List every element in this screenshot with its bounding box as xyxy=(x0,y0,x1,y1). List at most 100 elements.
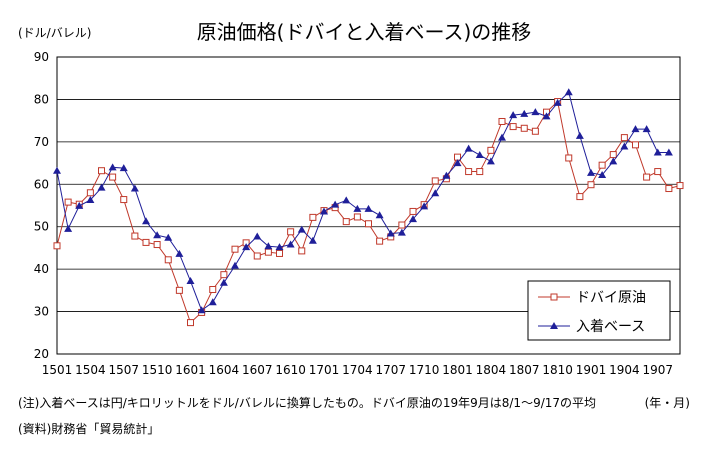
data-point-dubai xyxy=(353,213,361,221)
data-point-dubai xyxy=(342,218,350,226)
data-point-dubai xyxy=(654,168,662,176)
data-point-import xyxy=(231,261,239,269)
data-point-dubai xyxy=(398,221,406,229)
data-point-import xyxy=(297,225,306,233)
data-point-dubai xyxy=(598,161,606,169)
data-point-import xyxy=(464,144,473,152)
data-point-import xyxy=(242,243,251,251)
data-point-import xyxy=(631,125,640,133)
data-point-dubai xyxy=(309,213,317,221)
y-tick-label: 80 xyxy=(34,92,49,106)
data-point-import xyxy=(153,231,162,239)
data-point-dubai xyxy=(231,245,239,253)
data-point-import xyxy=(553,98,562,106)
data-point-import xyxy=(364,204,373,212)
data-point-import xyxy=(197,306,206,314)
data-point-dubai xyxy=(365,220,372,228)
data-point-dubai xyxy=(153,241,161,249)
x-tick-label: 1601 xyxy=(175,363,206,377)
x-tick-label: 1701 xyxy=(309,363,340,377)
x-tick-label: 1607 xyxy=(242,363,273,377)
data-point-import xyxy=(353,204,362,212)
data-point-dubai xyxy=(253,252,261,260)
y-tick-label: 60 xyxy=(34,177,49,191)
y-tick-label: 20 xyxy=(34,347,49,361)
data-point-dubai xyxy=(665,185,673,193)
source-note: (資料)財務省「貿易統計」 xyxy=(18,422,160,436)
data-point-dubai xyxy=(209,286,217,294)
data-point-import xyxy=(320,207,328,215)
data-point-dubai xyxy=(587,181,595,189)
data-point-dubai xyxy=(620,134,628,142)
series-line-2 xyxy=(56,91,669,312)
data-point-import xyxy=(264,242,273,250)
data-point-import xyxy=(119,164,128,172)
data-point-import xyxy=(642,125,651,133)
data-point-dubai xyxy=(431,177,439,185)
data-point-import xyxy=(208,298,217,306)
data-point-dubai xyxy=(498,117,506,125)
data-point-dubai xyxy=(298,247,306,255)
data-point-import xyxy=(286,240,295,248)
legend-label: 入着ベース xyxy=(576,319,645,335)
data-point-import xyxy=(442,171,451,179)
data-point-dubai xyxy=(276,249,283,257)
data-point-dubai xyxy=(287,228,295,236)
data-point-import xyxy=(486,157,495,165)
data-point-dubai xyxy=(187,319,194,327)
x-tick-label: 1604 xyxy=(209,363,240,377)
data-point-import xyxy=(86,195,95,203)
data-point-dubai xyxy=(142,238,150,246)
data-point-dubai xyxy=(98,167,105,175)
data-point-import xyxy=(130,184,139,192)
x-tick-label: 1501 xyxy=(42,363,73,377)
legend-box xyxy=(527,280,671,341)
data-point-dubai xyxy=(487,146,495,154)
x-tick-label: 1710 xyxy=(409,363,440,377)
legend-marker-import xyxy=(550,322,558,329)
data-point-import xyxy=(308,236,317,244)
data-point-import xyxy=(219,278,228,286)
data-point-import xyxy=(409,215,417,223)
data-point-import xyxy=(609,157,618,165)
data-point-dubai xyxy=(131,232,139,240)
data-point-import xyxy=(420,202,429,210)
data-point-import xyxy=(587,168,595,176)
data-point-dubai xyxy=(520,124,528,132)
data-point-import xyxy=(397,228,406,236)
data-point-dubai xyxy=(376,237,384,245)
data-point-import xyxy=(175,249,184,257)
x-tick-label: 1804 xyxy=(476,363,507,377)
data-point-import xyxy=(575,131,584,139)
y-tick-label: 70 xyxy=(34,135,49,149)
data-point-import xyxy=(164,233,173,241)
data-point-import xyxy=(564,88,573,96)
footnote: (注)入着ベースは円/キロリットルをドル/バレルに換算したもの。ドバイ原油の19… xyxy=(18,396,597,410)
data-point-import xyxy=(542,112,551,120)
data-point-import xyxy=(64,224,73,232)
x-tick-label: 1801 xyxy=(442,363,473,377)
data-point-import xyxy=(253,232,262,240)
data-point-import xyxy=(97,183,106,191)
data-point-dubai xyxy=(576,193,584,201)
data-point-import xyxy=(142,217,150,225)
x-tick-label: 1810 xyxy=(542,363,573,377)
legend-label: ドバイ原油 xyxy=(576,290,646,306)
x-tick-label: 1904 xyxy=(609,363,640,377)
data-point-import xyxy=(653,148,662,156)
data-point-dubai xyxy=(609,151,617,159)
x-tick-label: 1907 xyxy=(642,363,673,377)
data-point-import xyxy=(75,201,84,209)
data-point-dubai xyxy=(409,207,417,215)
x-tick-label: 1610 xyxy=(275,363,306,377)
x-tick-label: 1707 xyxy=(375,363,406,377)
x-tick-label: 1901 xyxy=(576,363,607,377)
data-point-import xyxy=(186,277,195,285)
data-point-import xyxy=(386,229,395,237)
data-point-import xyxy=(275,243,284,251)
data-point-dubai xyxy=(64,198,72,206)
data-point-import xyxy=(531,108,540,116)
y-axis-unit: (ドル/バレル) xyxy=(18,26,92,40)
data-point-import xyxy=(453,159,462,167)
